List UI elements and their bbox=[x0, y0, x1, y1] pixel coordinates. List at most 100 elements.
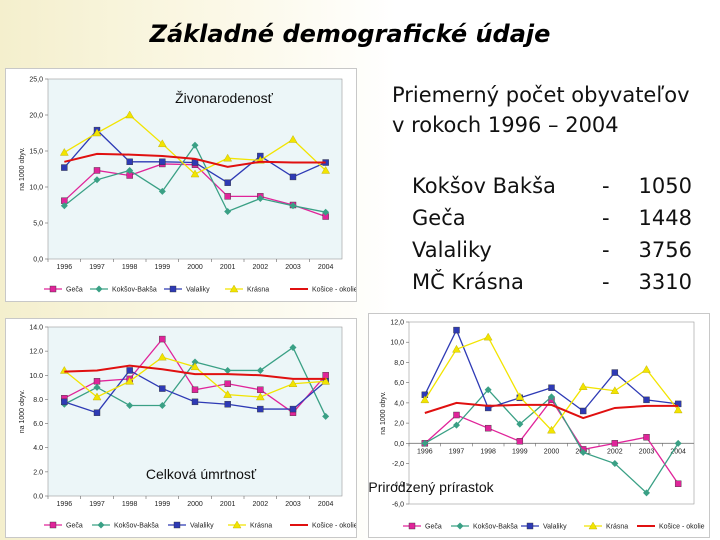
y-tick-label: 14.0 bbox=[29, 325, 43, 332]
legend-marker bbox=[232, 520, 242, 529]
y-tick-label: 4,0 bbox=[394, 400, 404, 407]
legend-label: Geča bbox=[425, 524, 442, 531]
data-point bbox=[256, 195, 264, 203]
population-value: 3310 bbox=[638, 270, 692, 294]
data-point bbox=[643, 396, 650, 404]
data-point bbox=[223, 390, 233, 398]
legend-item: Košice - okolie bbox=[290, 523, 356, 530]
data-point bbox=[61, 398, 68, 406]
chart-zivonarodenost: 0,0 5,0 10,0 15,0 20,0 25,0 na 1000 obyv. 1996 1… bbox=[19, 77, 356, 294]
data-point bbox=[484, 386, 492, 394]
population-row: Valaliky - 3756 bbox=[412, 234, 692, 266]
legend-item: Košice - okolie bbox=[637, 524, 705, 531]
data-point bbox=[611, 460, 619, 468]
chart-celkova-umrtnost: 0.0 2.0 4.0 6.0 8.0 10.0 12.0 14.0 na 1000 obyv.… bbox=[19, 325, 356, 530]
data-point bbox=[515, 392, 525, 401]
data-point bbox=[223, 153, 233, 162]
data-point bbox=[643, 489, 650, 497]
x-tick-label: 1999 bbox=[155, 501, 171, 508]
y-tick-label: -6,0 bbox=[392, 502, 404, 509]
data-point bbox=[224, 207, 232, 215]
data-point bbox=[548, 384, 555, 391]
data-point bbox=[289, 344, 297, 352]
legend-item: Valaliky bbox=[164, 285, 210, 294]
y-tick-label: -2,0 bbox=[392, 461, 404, 468]
data-point bbox=[579, 448, 587, 456]
x-tick-label: 2002 bbox=[607, 448, 623, 455]
plot-area bbox=[408, 321, 695, 505]
data-point bbox=[126, 367, 133, 374]
legend-label: Geča bbox=[66, 523, 83, 530]
x-tick-label: 1998 bbox=[122, 501, 138, 508]
data-point bbox=[255, 392, 265, 401]
data-point bbox=[674, 439, 682, 447]
legend-marker bbox=[169, 285, 177, 293]
series-1 bbox=[421, 386, 682, 497]
series-3 bbox=[59, 352, 331, 401]
x-tick-label: 2003 bbox=[639, 448, 655, 455]
population-row: MČ Krásna - 3310 bbox=[412, 266, 692, 298]
legend-item: Krásna bbox=[584, 521, 628, 531]
data-point bbox=[256, 366, 264, 374]
data-point bbox=[453, 421, 460, 429]
population-value: 1448 bbox=[638, 206, 692, 230]
y-tick-label: 10,0 bbox=[390, 340, 404, 347]
population-dash: - bbox=[602, 206, 610, 230]
y-tick-label: 12,0 bbox=[390, 320, 404, 327]
series-3 bbox=[59, 110, 331, 178]
data-point bbox=[191, 386, 199, 393]
population-value: 3756 bbox=[638, 238, 692, 262]
data-point bbox=[224, 380, 231, 387]
data-point bbox=[289, 202, 297, 210]
data-point bbox=[93, 409, 101, 416]
x-tick-label: 1997 bbox=[89, 264, 105, 271]
y-tick-label: 15,0 bbox=[29, 149, 43, 156]
y-tick-label: 0.0 bbox=[33, 494, 43, 501]
data-point bbox=[159, 158, 166, 166]
data-point bbox=[92, 128, 102, 137]
data-point bbox=[483, 332, 493, 341]
x-tick-label: 1996 bbox=[57, 264, 73, 271]
page-title: Základné demografické údaje bbox=[149, 20, 551, 48]
x-tick-label: 2002 bbox=[253, 501, 269, 508]
legend-label: Valaliky bbox=[543, 524, 567, 531]
data-point bbox=[159, 385, 166, 392]
legend-label: Valaliky bbox=[186, 287, 210, 294]
legend-item: Valaliky bbox=[168, 521, 214, 530]
data-point bbox=[673, 405, 683, 414]
y-tick-label: 6,0 bbox=[394, 380, 404, 387]
data-point bbox=[93, 383, 101, 391]
data-point bbox=[421, 439, 429, 447]
series-line bbox=[64, 364, 326, 380]
data-point bbox=[453, 326, 460, 334]
legend-item: Kokšov-Bakša bbox=[92, 521, 159, 530]
y-tick-label: 2.0 bbox=[33, 469, 43, 476]
x-tick-label: 1996 bbox=[417, 448, 433, 455]
y-tick-label: 8,0 bbox=[394, 360, 404, 367]
y-tick-label: 10.0 bbox=[29, 373, 43, 380]
data-point bbox=[224, 179, 231, 186]
legend-marker bbox=[526, 522, 534, 530]
y-tick-label: 12.0 bbox=[29, 349, 43, 356]
data-point bbox=[60, 202, 68, 210]
legend-label: Košice - okolie bbox=[659, 524, 705, 531]
y-tick-label: 10,0 bbox=[29, 185, 43, 192]
data-point bbox=[191, 398, 199, 406]
data-point bbox=[125, 110, 135, 119]
data-point bbox=[159, 335, 166, 343]
legend-label: Krásna bbox=[247, 287, 269, 294]
legend-marker bbox=[173, 521, 181, 529]
series-1 bbox=[60, 344, 330, 420]
legend-label: Geča bbox=[66, 287, 83, 294]
population-row: Kokšov Bakša - 1050 bbox=[412, 170, 692, 202]
data-point bbox=[643, 434, 650, 441]
y-tick-label: 25,0 bbox=[29, 77, 43, 84]
x-tick-label: 1998 bbox=[480, 448, 496, 455]
data-point bbox=[288, 135, 298, 143]
legend-item: Valaliky bbox=[521, 522, 567, 531]
legend-marker bbox=[49, 521, 57, 529]
legend-label: Kokšov-Bakša bbox=[112, 287, 157, 294]
chart-prirodzeny-prirastok: -6,0 -4,0 -2,0 0,0 2,0 4,0 6,0 8,0 10,0 12,0 na 10… bbox=[369, 320, 705, 531]
population-dash: - bbox=[602, 238, 610, 262]
y-tick-label: 20,0 bbox=[29, 113, 43, 120]
